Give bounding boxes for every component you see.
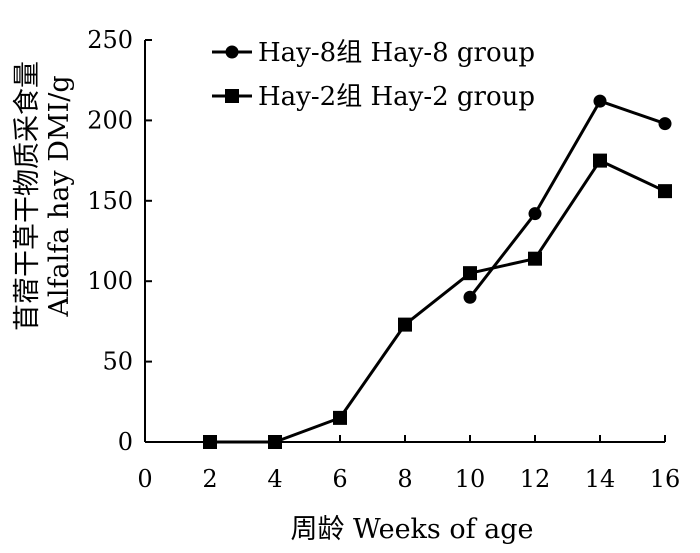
legend-marker-hay-8 <box>225 45 239 59</box>
legend-marker-hay-2 <box>225 89 239 103</box>
data-point-hay-2 <box>658 184 672 199</box>
y-axis-title-cn: 苜蓿干草干物质采食量 <box>12 61 43 331</box>
data-point-hay-8 <box>658 117 672 131</box>
x-tick-label: 4 <box>267 465 282 493</box>
series-hay-2 <box>203 153 672 449</box>
data-point-hay-2 <box>593 153 607 168</box>
series-line-hay-2 <box>210 159 666 444</box>
y-tick-label: 150 <box>87 187 133 215</box>
x-axis-title: 周龄 Weeks of age <box>290 514 533 545</box>
x-tick-label: 0 <box>137 465 152 493</box>
y-tick-label: 200 <box>87 106 133 134</box>
x-tick-label: 12 <box>520 465 551 493</box>
data-point-hay-2 <box>333 410 347 425</box>
data-point-hay-2 <box>268 435 282 449</box>
data-point-hay-8 <box>463 290 477 304</box>
legend-label-hay-2: Hay-2组 Hay-2 group <box>258 82 535 112</box>
data-point-hay-2 <box>528 251 542 266</box>
x-tick-label: 6 <box>332 465 347 493</box>
y-tick-label: 50 <box>102 348 133 376</box>
data-point-hay-8 <box>528 207 542 221</box>
x-tick-label: 14 <box>585 465 616 493</box>
x-tick-label: 8 <box>397 465 412 493</box>
y-tick-label: 250 <box>87 26 133 54</box>
data-point-hay-8 <box>593 94 607 108</box>
y-tick-label: 0 <box>118 428 133 456</box>
legend-label-hay-8: Hay-8组 Hay-8 group <box>258 38 535 68</box>
x-tick-label: 16 <box>650 465 681 493</box>
data-point-hay-2 <box>463 266 477 281</box>
data-point-hay-2 <box>398 317 412 332</box>
legend-item-hay-2: Hay-2组 Hay-2 group <box>212 82 535 112</box>
y-axis-title-en: Alfalfa hay DMI/g <box>44 75 75 317</box>
y-tick-label: 100 <box>87 267 133 295</box>
legend: Hay-8组 Hay-8 group Hay-2组 Hay-2 group <box>212 38 535 112</box>
axes: 0 50 100 150 200 250 0 2 4 6 8 10 12 14 16 <box>87 26 680 493</box>
series-layer <box>203 94 672 449</box>
data-point-hay-2 <box>203 435 217 449</box>
x-tick-label: 2 <box>202 465 217 493</box>
x-tick-label: 10 <box>455 465 486 493</box>
legend-item-hay-8: Hay-8组 Hay-8 group <box>212 38 535 68</box>
series-line-hay-8 <box>468 99 666 299</box>
series-hay-8 <box>463 94 672 304</box>
